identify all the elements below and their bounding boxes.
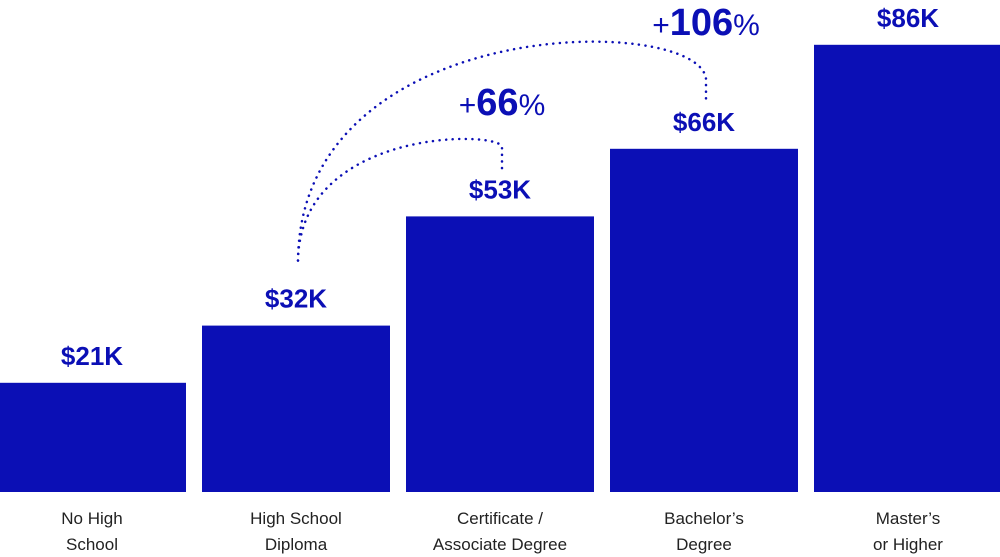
- bar-3: [610, 148, 798, 493]
- category-label-3-line-0: Bachelor’s: [664, 509, 744, 528]
- bar-4: [814, 44, 1000, 493]
- category-label-4-line-1: or Higher: [873, 535, 943, 554]
- growth-label-value-0: 66: [476, 82, 518, 124]
- value-label-1: $32K: [265, 284, 327, 314]
- category-label-2-line-1: Associate Degree: [433, 535, 567, 554]
- value-label-0: $21K: [61, 341, 123, 371]
- category-label-1-line-0: High School: [250, 509, 342, 528]
- bar-2: [406, 216, 594, 492]
- growth-label-suffix-0: %: [519, 89, 546, 122]
- category-label-0-line-0: No High: [61, 509, 122, 528]
- value-label-2: $53K: [469, 174, 531, 204]
- category-label-0-line-1: School: [66, 535, 118, 554]
- growth-label-prefix-0: +: [459, 89, 477, 122]
- bar-1: [202, 325, 390, 492]
- growth-label-value-1: 106: [670, 2, 733, 44]
- category-label-4-line-0: Master’s: [876, 509, 941, 528]
- category-label-2-line-0: Certificate /: [457, 509, 543, 528]
- bar-0: [0, 382, 186, 492]
- growth-label-prefix-1: +: [652, 9, 670, 42]
- growth-label-0: +66%: [459, 82, 546, 124]
- value-label-3: $66K: [673, 107, 735, 137]
- category-label-1-line-1: Diploma: [265, 535, 328, 554]
- growth-label-1: +106%: [652, 2, 760, 44]
- growth-arc-1: [296, 40, 708, 262]
- value-label-4: $86K: [877, 3, 939, 33]
- growth-label-suffix-1: %: [733, 9, 760, 42]
- category-label-3-line-1: Degree: [676, 535, 732, 554]
